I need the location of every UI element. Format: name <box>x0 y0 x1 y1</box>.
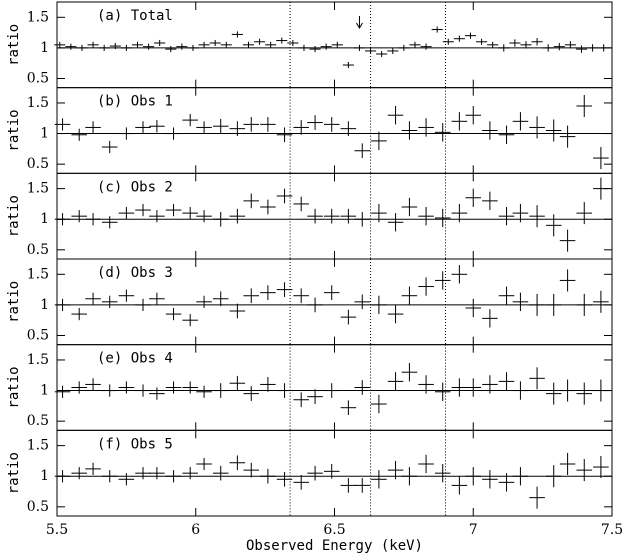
y-tick-label: 1 <box>40 297 49 313</box>
panel-title: (c) Obs 2 <box>97 179 173 195</box>
y-tick-label: 1.5 <box>27 266 49 282</box>
y-axis-label: ratio <box>6 281 22 323</box>
y-tick-label: 1 <box>40 211 49 227</box>
y-tick-label: 1 <box>40 126 49 142</box>
y-axis-label: ratio <box>6 366 22 408</box>
y-axis-label: ratio <box>6 109 22 151</box>
y-tick-label: 0.5 <box>27 242 49 258</box>
y-tick-label: 0.5 <box>27 499 49 515</box>
x-axis-label: Observed Energy (keV) <box>246 538 423 554</box>
y-tick-label: 1.5 <box>27 181 49 197</box>
arrow <box>356 16 363 29</box>
y-tick-label: 0.5 <box>27 413 49 429</box>
y-axis-label: ratio <box>6 452 22 494</box>
panel-title: (e) Obs 4 <box>97 351 173 367</box>
x-tick-label: 6.5 <box>323 522 345 538</box>
x-tick-label: 7 <box>469 522 478 538</box>
panel-title: (d) Obs 3 <box>97 265 173 281</box>
y-tick-label: 1.5 <box>27 95 49 111</box>
x-tick-label: 5.5 <box>46 522 68 538</box>
y-tick-label: 1 <box>40 383 49 399</box>
y-tick-label: 1.5 <box>27 352 49 368</box>
panel-title: (b) Obs 1 <box>97 94 173 110</box>
y-tick-label: 0.5 <box>27 327 49 343</box>
x-tick-label: 6 <box>191 522 200 538</box>
panel-title: (f) Obs 5 <box>97 436 173 452</box>
y-axis-label: ratio <box>6 24 22 66</box>
y-tick-label: 0.5 <box>27 70 49 86</box>
x-tick-label: 7.5 <box>601 522 623 538</box>
y-tick-label: 1 <box>40 468 49 484</box>
y-tick-label: 1.5 <box>27 438 49 454</box>
panel-title: (a) Total <box>97 8 173 24</box>
y-tick-label: 1 <box>40 40 49 56</box>
y-tick-label: 1.5 <box>27 9 49 25</box>
y-tick-label: 0.5 <box>27 156 49 172</box>
y-axis-label: ratio <box>6 195 22 237</box>
